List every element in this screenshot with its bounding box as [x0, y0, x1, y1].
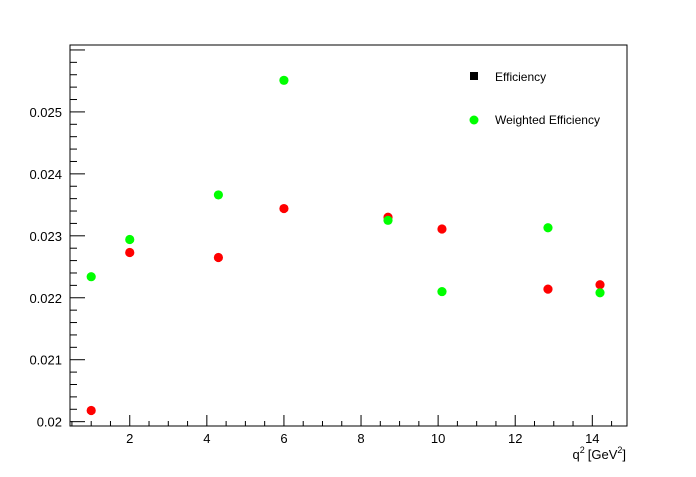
x-tick-label: 14	[585, 431, 599, 446]
y-tick-labels: 0.02 0.021 0.022 0.023 0.024 0.025	[29, 105, 62, 430]
legend-marker-weighted-efficiency	[469, 115, 479, 125]
weighted-efficiency-point	[595, 288, 605, 298]
x-tick-label: 4	[203, 431, 210, 446]
legend-label-efficiency: Efficiency	[495, 70, 546, 84]
weighted-efficiency-point	[279, 75, 289, 85]
x-axis-label-q: q	[572, 447, 579, 462]
weighted-efficiency-point	[437, 286, 447, 297]
plot-frame	[69, 44, 628, 427]
y-tick-label: 0.024	[29, 167, 62, 182]
weighted-efficiency-point	[213, 190, 224, 200]
x-tick-label: 6	[280, 431, 287, 446]
x-axis-label-unit: [GeV	[588, 447, 618, 462]
efficiency-point	[543, 284, 553, 294]
x-axis-label-unit-sup: 2	[617, 445, 622, 455]
data-points-layer	[86, 75, 605, 416]
weighted-efficiency-point	[543, 223, 553, 233]
y-tick-label: 0.023	[29, 229, 62, 244]
efficiency-point	[86, 405, 96, 416]
efficiency-point	[437, 224, 447, 234]
y-tick-label: 0.022	[29, 291, 62, 306]
legend: Efficiency Weighted Efficiency	[469, 70, 600, 127]
x-tick-label: 12	[508, 431, 522, 446]
y-tick-label: 0.021	[29, 353, 62, 368]
x-axis-label-sup: 2	[580, 445, 585, 455]
x-axis-label-close: ]	[622, 447, 626, 462]
y-tick-label: 0.02	[37, 415, 62, 430]
weighted-efficiency-point	[125, 234, 135, 245]
x-tick-label: 10	[431, 431, 445, 446]
efficiency-point	[213, 252, 224, 263]
efficiency-point	[125, 247, 135, 258]
legend-label-weighted-efficiency: Weighted Efficiency	[495, 113, 600, 127]
x-tick-label: 2	[126, 431, 133, 446]
weighted-efficiency-point	[86, 272, 96, 282]
x-axis-label: q2 [GeV2]	[572, 445, 626, 462]
legend-marker-efficiency	[470, 72, 478, 80]
y-tick-label: 0.025	[29, 105, 62, 120]
axis-ticks-layer	[70, 49, 613, 426]
x-tick-labels: 2 4 6 8 10 12 14	[126, 431, 599, 446]
weighted-efficiency-point	[383, 215, 393, 225]
efficiency-point	[279, 203, 289, 214]
x-tick-label: 8	[357, 431, 364, 446]
efficiency-point	[595, 280, 605, 290]
